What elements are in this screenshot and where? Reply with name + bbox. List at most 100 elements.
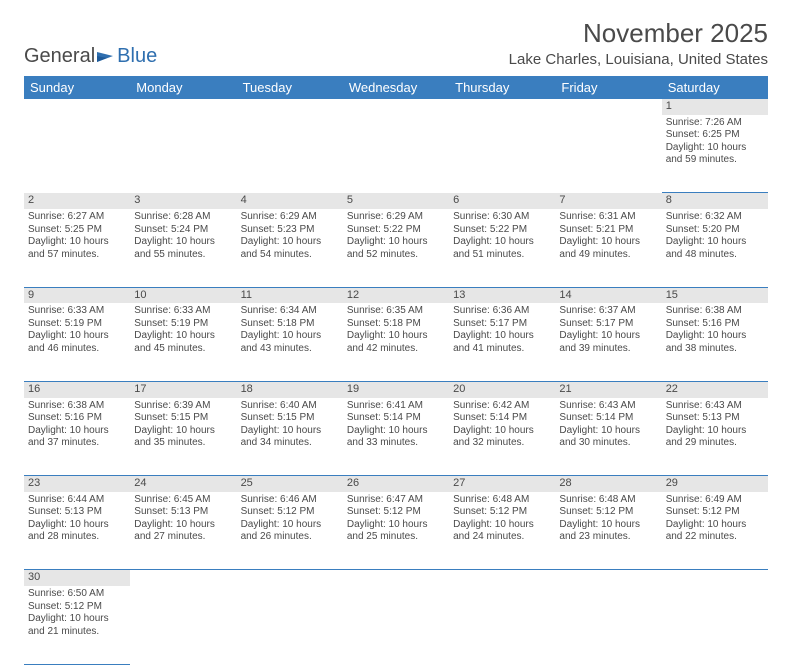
detail-row: Sunrise: 6:38 AMSunset: 5:16 PMDaylight:… bbox=[24, 398, 768, 476]
day-detail-cell: Sunrise: 6:46 AMSunset: 5:12 PMDaylight:… bbox=[237, 492, 343, 570]
day-number-cell: 14 bbox=[555, 287, 661, 303]
day-detail-cell: Sunrise: 6:41 AMSunset: 5:14 PMDaylight:… bbox=[343, 398, 449, 476]
day-detail-cell: Sunrise: 6:47 AMSunset: 5:12 PMDaylight:… bbox=[343, 492, 449, 570]
daynum-row: 30 bbox=[24, 570, 768, 586]
day-number-cell bbox=[662, 570, 768, 586]
day-number-cell: 5 bbox=[343, 193, 449, 209]
day-number-cell: 27 bbox=[449, 476, 555, 492]
detail-row: Sunrise: 6:44 AMSunset: 5:13 PMDaylight:… bbox=[24, 492, 768, 570]
day-detail-cell bbox=[130, 586, 236, 664]
day-detail-cell: Sunrise: 6:30 AMSunset: 5:22 PMDaylight:… bbox=[449, 209, 555, 287]
day-number-cell bbox=[237, 99, 343, 115]
day-number-cell: 17 bbox=[130, 381, 236, 397]
day-detail-cell: Sunrise: 6:45 AMSunset: 5:13 PMDaylight:… bbox=[130, 492, 236, 570]
detail-row: Sunrise: 6:50 AMSunset: 5:12 PMDaylight:… bbox=[24, 586, 768, 664]
day-detail-cell: Sunrise: 6:48 AMSunset: 5:12 PMDaylight:… bbox=[449, 492, 555, 570]
day-detail-cell bbox=[449, 586, 555, 664]
day-number-cell bbox=[555, 99, 661, 115]
title-block: November 2025 Lake Charles, Louisiana, U… bbox=[509, 18, 768, 68]
day-number-cell: 15 bbox=[662, 287, 768, 303]
day-detail-cell: Sunrise: 6:40 AMSunset: 5:15 PMDaylight:… bbox=[237, 398, 343, 476]
day-number-cell: 29 bbox=[662, 476, 768, 492]
day-detail-cell: Sunrise: 7:26 AMSunset: 6:25 PMDaylight:… bbox=[662, 115, 768, 193]
day-detail-cell bbox=[343, 115, 449, 193]
detail-row: Sunrise: 6:27 AMSunset: 5:25 PMDaylight:… bbox=[24, 209, 768, 287]
day-detail-cell: Sunrise: 6:43 AMSunset: 5:14 PMDaylight:… bbox=[555, 398, 661, 476]
day-detail-cell: Sunrise: 6:38 AMSunset: 5:16 PMDaylight:… bbox=[662, 303, 768, 381]
day-detail-cell: Sunrise: 6:43 AMSunset: 5:13 PMDaylight:… bbox=[662, 398, 768, 476]
day-number-cell: 25 bbox=[237, 476, 343, 492]
day-number-cell bbox=[237, 570, 343, 586]
weekday-header: Sunday bbox=[24, 76, 130, 99]
day-detail-cell bbox=[343, 586, 449, 664]
day-number-cell: 23 bbox=[24, 476, 130, 492]
location: Lake Charles, Louisiana, United States bbox=[509, 51, 768, 68]
logo: General Blue bbox=[24, 45, 157, 68]
daynum-row: 9101112131415 bbox=[24, 287, 768, 303]
day-detail-cell: Sunrise: 6:28 AMSunset: 5:24 PMDaylight:… bbox=[130, 209, 236, 287]
day-number-cell: 10 bbox=[130, 287, 236, 303]
day-detail-cell bbox=[555, 115, 661, 193]
day-detail-cell bbox=[555, 586, 661, 664]
day-number-cell: 24 bbox=[130, 476, 236, 492]
day-number-cell bbox=[555, 570, 661, 586]
day-number-cell: 20 bbox=[449, 381, 555, 397]
day-number-cell bbox=[449, 570, 555, 586]
day-detail-cell: Sunrise: 6:29 AMSunset: 5:22 PMDaylight:… bbox=[343, 209, 449, 287]
day-number-cell: 13 bbox=[449, 287, 555, 303]
day-number-cell bbox=[343, 570, 449, 586]
daynum-row: 1 bbox=[24, 99, 768, 115]
day-detail-cell: Sunrise: 6:38 AMSunset: 5:16 PMDaylight:… bbox=[24, 398, 130, 476]
detail-row: Sunrise: 6:33 AMSunset: 5:19 PMDaylight:… bbox=[24, 303, 768, 381]
day-detail-cell: Sunrise: 6:35 AMSunset: 5:18 PMDaylight:… bbox=[343, 303, 449, 381]
day-detail-cell bbox=[237, 115, 343, 193]
day-number-cell bbox=[130, 570, 236, 586]
day-number-cell: 7 bbox=[555, 193, 661, 209]
day-number-cell bbox=[343, 99, 449, 115]
day-number-cell: 3 bbox=[130, 193, 236, 209]
day-detail-cell bbox=[449, 115, 555, 193]
detail-row: Sunrise: 7:26 AMSunset: 6:25 PMDaylight:… bbox=[24, 115, 768, 193]
daynum-row: 23242526272829 bbox=[24, 476, 768, 492]
day-number-cell: 9 bbox=[24, 287, 130, 303]
day-number-cell: 26 bbox=[343, 476, 449, 492]
weekday-header: Tuesday bbox=[237, 76, 343, 99]
weekday-header: Saturday bbox=[662, 76, 768, 99]
day-detail-cell: Sunrise: 6:34 AMSunset: 5:18 PMDaylight:… bbox=[237, 303, 343, 381]
day-number-cell: 30 bbox=[24, 570, 130, 586]
day-detail-cell: Sunrise: 6:39 AMSunset: 5:15 PMDaylight:… bbox=[130, 398, 236, 476]
day-number-cell bbox=[449, 99, 555, 115]
day-detail-cell: Sunrise: 6:42 AMSunset: 5:14 PMDaylight:… bbox=[449, 398, 555, 476]
day-detail-cell: Sunrise: 6:33 AMSunset: 5:19 PMDaylight:… bbox=[130, 303, 236, 381]
logo-text-blue: Blue bbox=[117, 45, 157, 68]
day-number-cell: 8 bbox=[662, 193, 768, 209]
day-detail-cell bbox=[662, 586, 768, 664]
calendar-table: SundayMondayTuesdayWednesdayThursdayFrid… bbox=[24, 76, 768, 665]
day-detail-cell: Sunrise: 6:50 AMSunset: 5:12 PMDaylight:… bbox=[24, 586, 130, 664]
day-detail-cell: Sunrise: 6:36 AMSunset: 5:17 PMDaylight:… bbox=[449, 303, 555, 381]
day-number-cell: 21 bbox=[555, 381, 661, 397]
day-detail-cell: Sunrise: 6:33 AMSunset: 5:19 PMDaylight:… bbox=[24, 303, 130, 381]
logo-text-general: General bbox=[24, 45, 95, 68]
day-number-cell: 12 bbox=[343, 287, 449, 303]
day-number-cell: 28 bbox=[555, 476, 661, 492]
daynum-row: 16171819202122 bbox=[24, 381, 768, 397]
calendar-header: SundayMondayTuesdayWednesdayThursdayFrid… bbox=[24, 76, 768, 99]
day-number-cell: 11 bbox=[237, 287, 343, 303]
day-detail-cell: Sunrise: 6:49 AMSunset: 5:12 PMDaylight:… bbox=[662, 492, 768, 570]
day-number-cell: 22 bbox=[662, 381, 768, 397]
weekday-header: Friday bbox=[555, 76, 661, 99]
day-detail-cell: Sunrise: 6:32 AMSunset: 5:20 PMDaylight:… bbox=[662, 209, 768, 287]
weekday-header: Thursday bbox=[449, 76, 555, 99]
day-detail-cell: Sunrise: 6:27 AMSunset: 5:25 PMDaylight:… bbox=[24, 209, 130, 287]
day-detail-cell bbox=[130, 115, 236, 193]
day-number-cell: 18 bbox=[237, 381, 343, 397]
day-detail-cell bbox=[24, 115, 130, 193]
month-title: November 2025 bbox=[509, 18, 768, 49]
flag-icon bbox=[97, 50, 115, 64]
day-detail-cell: Sunrise: 6:31 AMSunset: 5:21 PMDaylight:… bbox=[555, 209, 661, 287]
day-number-cell: 4 bbox=[237, 193, 343, 209]
day-detail-cell: Sunrise: 6:29 AMSunset: 5:23 PMDaylight:… bbox=[237, 209, 343, 287]
day-number-cell: 19 bbox=[343, 381, 449, 397]
day-number-cell bbox=[130, 99, 236, 115]
